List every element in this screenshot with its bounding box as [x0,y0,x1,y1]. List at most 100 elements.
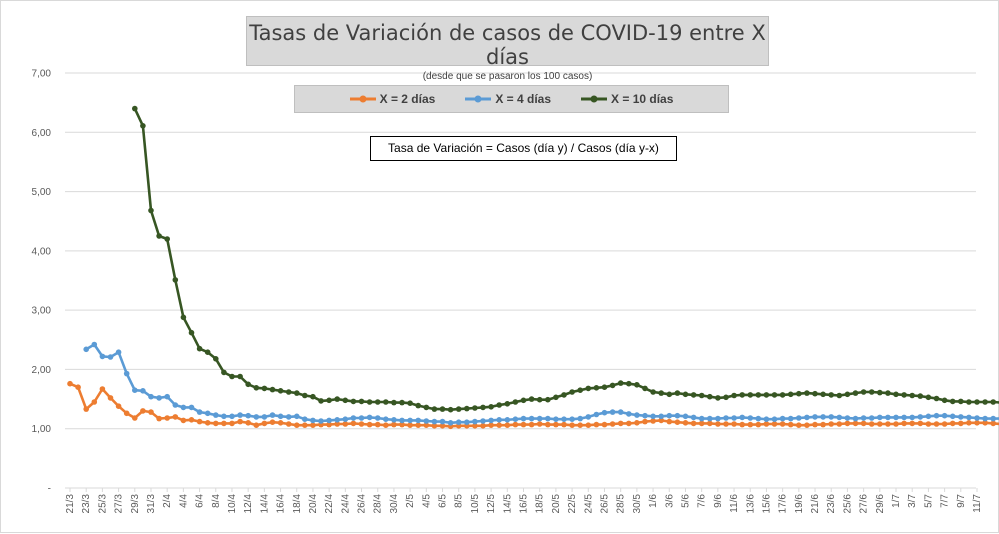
data-point [270,412,276,418]
data-point [909,421,915,427]
x-tick-label: 14/5 [502,494,513,514]
data-point [294,390,300,396]
data-point [958,421,964,427]
x-tick-label: 9/7 [956,494,967,508]
formula-annotation: Tasa de Variación = Casos (día y) / Caso… [370,136,677,161]
data-point [966,415,972,421]
data-point [990,421,996,427]
series-line-0 [70,384,999,427]
data-point [197,419,203,425]
data-point [521,416,527,422]
data-point [197,346,203,352]
data-point [772,416,778,422]
x-tick-label: 2/4 [162,494,173,508]
data-point [723,421,729,427]
data-point [464,419,470,425]
data-point [780,421,786,427]
x-tick-label: 8/4 [211,494,222,508]
data-point [594,412,600,418]
legend-marker-icon [581,94,607,104]
x-tick-label: 28/5 [616,494,627,514]
data-point [286,414,292,420]
data-point [432,419,438,425]
data-point [845,392,851,398]
data-point [432,406,438,412]
data-point [318,398,324,404]
data-point [148,409,154,415]
x-tick-label: 16/5 [519,494,530,514]
data-point [650,389,656,395]
data-point [100,354,106,360]
x-tick-label: 26/4 [357,494,368,514]
data-point [343,421,349,427]
x-tick-label: 18/5 [535,494,546,514]
data-point [853,421,859,427]
data-point [569,416,575,422]
data-point [675,390,681,396]
data-point [812,391,818,397]
data-point [359,399,365,405]
data-point [529,396,535,402]
data-point [140,388,146,394]
data-point [586,386,592,392]
data-point [237,374,243,380]
data-point [148,208,154,214]
legend-label-x4: X = 4 días [495,92,551,106]
data-point [642,386,648,392]
data-point [634,412,640,418]
data-point [699,416,705,422]
data-point [513,422,519,428]
data-point [156,395,162,401]
data-point [254,414,260,420]
data-point [909,393,915,399]
data-point [108,395,114,401]
data-point [982,416,988,422]
legend: X = 2 días X = 4 días X = 10 días [294,85,729,113]
data-point [909,415,915,421]
data-point [529,422,535,428]
data-point [756,392,762,398]
x-tick-label: 29/6 [875,494,886,514]
data-point [675,419,681,425]
data-point [691,421,697,427]
data-point [181,315,187,321]
x-tick-label: 27/3 [114,494,125,514]
data-point [990,416,996,422]
data-point [764,416,770,422]
data-point [974,420,980,426]
legend-marker-icon [350,94,376,104]
x-tick-label: 10/5 [470,494,481,514]
data-point [950,414,956,420]
data-point [699,393,705,399]
data-point [197,409,203,415]
data-point [577,422,583,428]
data-point [958,414,964,420]
data-point [286,421,292,427]
data-point [658,414,664,420]
data-point [893,415,899,421]
data-point [942,421,948,427]
data-point [772,421,778,427]
data-point [294,422,300,428]
data-point [173,414,179,420]
data-point [837,421,843,427]
data-point [375,399,381,405]
data-point [359,415,365,421]
data-point [667,419,673,425]
data-point [561,416,567,422]
data-point [756,416,762,422]
data-point [286,389,292,395]
data-point [270,387,276,393]
data-point [990,399,996,405]
data-point [229,414,235,420]
data-point [205,349,211,355]
data-point [229,374,235,380]
data-point [181,418,187,424]
data-point [974,399,980,405]
data-point [796,415,802,421]
data-point [278,388,284,394]
legend-item-x2: X = 2 días [350,92,436,106]
data-point [610,383,616,389]
data-point [221,414,227,420]
data-point [877,421,883,427]
